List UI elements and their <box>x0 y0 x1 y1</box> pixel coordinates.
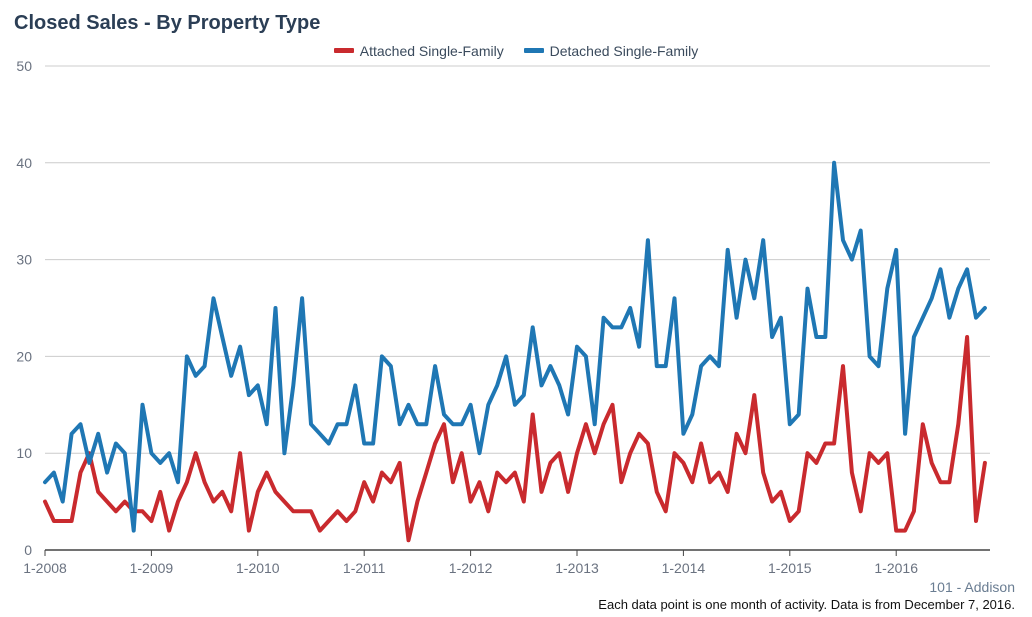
y-tick-label: 20 <box>16 348 32 364</box>
y-tick-label: 0 <box>24 542 32 558</box>
chart-legend: Attached Single-Family Detached Single-F… <box>0 40 1032 59</box>
legend-swatch-attached <box>333 48 354 53</box>
data-note: Each data point is one month of activity… <box>598 597 1015 612</box>
x-tick-label: 1-2015 <box>768 560 812 576</box>
x-tick-label: 1-2008 <box>23 560 67 576</box>
y-tick-label: 30 <box>16 252 32 268</box>
legend-item-attached[interactable]: Attached Single-Family <box>333 42 504 59</box>
legend-label-detached: Detached Single-Family <box>549 42 699 59</box>
region-label: 101 - Addison <box>929 579 1015 595</box>
chart-title: Closed Sales - By Property Type <box>14 12 321 34</box>
x-tick-label: 1-2010 <box>236 560 280 576</box>
x-tick-label: 1-2013 <box>555 560 599 576</box>
legend-label-attached: Attached Single-Family <box>359 42 504 59</box>
series-line-attached <box>43 335 987 543</box>
x-tick-label: 1-2012 <box>449 560 493 576</box>
legend-item-detached[interactable]: Detached Single-Family <box>523 42 699 59</box>
y-tick-label: 50 <box>16 58 32 74</box>
x-tick-label: 1-2009 <box>130 560 174 576</box>
x-tick-label: 1-2014 <box>662 560 706 576</box>
x-tick-label: 1-2011 <box>343 560 386 576</box>
series-line-detached <box>43 160 987 533</box>
x-tick-label: 1-2016 <box>874 560 918 576</box>
y-tick-label: 40 <box>16 155 32 171</box>
legend-swatch-detached <box>523 48 544 53</box>
y-tick-label: 10 <box>16 445 32 461</box>
